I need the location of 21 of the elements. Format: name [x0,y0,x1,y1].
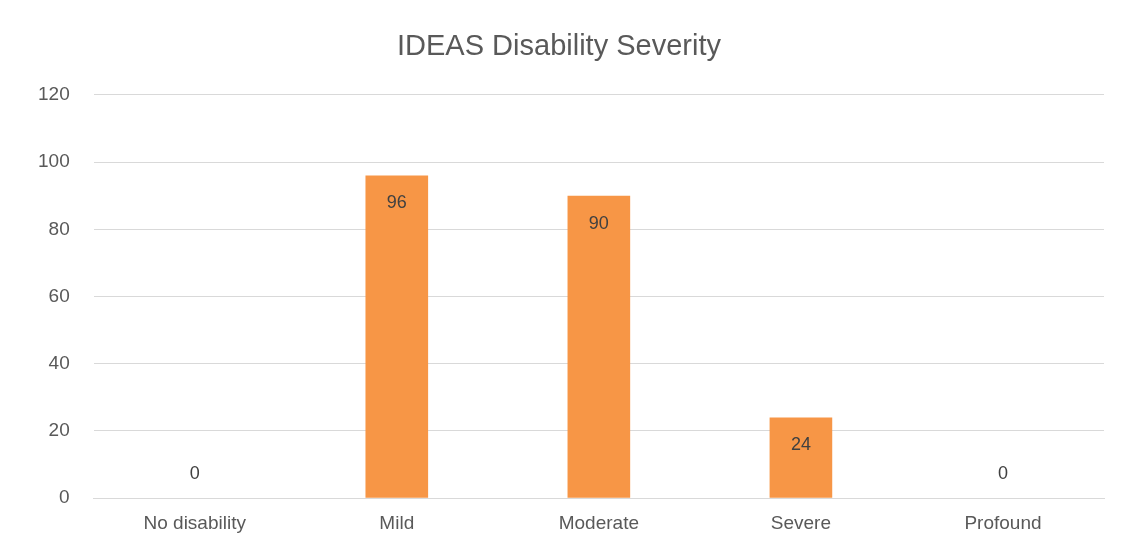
x-tick-label: Severe [770,511,832,533]
y-tick-label: 0 [59,486,70,508]
data-label: 0 [189,463,200,484]
y-tick-label: 20 [48,419,70,441]
bar [365,175,429,498]
x-tick-label: No disability [143,511,247,533]
y-tick-label: 100 [38,150,70,172]
bar [769,417,833,498]
data-label: 0 [997,463,1008,484]
y-tick-label: 40 [48,351,70,373]
data-label: 24 [790,434,811,455]
chart-title: IDEAS Disability Severity [397,29,722,62]
x-tick-label: Profound [964,511,1042,533]
data-label: 90 [588,212,609,233]
x-tick-label: Moderate [558,511,639,533]
data-label: 96 [386,192,407,213]
y-tick-label: 80 [48,217,70,239]
y-tick-label: 120 [38,83,70,105]
y-tick-label: 60 [48,284,70,306]
x-tick-label: Mild [379,511,415,533]
bar [567,195,631,498]
